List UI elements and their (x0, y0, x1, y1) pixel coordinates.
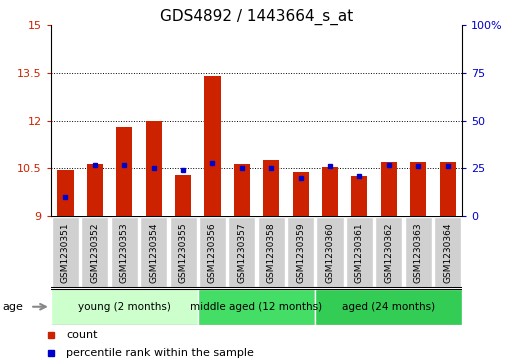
Text: age: age (3, 302, 23, 312)
Bar (204, 76, 220, 216)
Text: count: count (66, 330, 98, 340)
Text: GSM1230361: GSM1230361 (355, 222, 364, 283)
FancyBboxPatch shape (405, 217, 432, 287)
Text: GSM1230356: GSM1230356 (208, 222, 217, 283)
Text: GSM1230357: GSM1230357 (237, 222, 246, 283)
FancyBboxPatch shape (111, 217, 138, 287)
FancyBboxPatch shape (434, 217, 461, 287)
FancyBboxPatch shape (258, 217, 285, 287)
Bar (87, 164, 103, 216)
Text: aged (24 months): aged (24 months) (342, 302, 435, 312)
Text: GSM1230354: GSM1230354 (149, 222, 158, 282)
Text: GSM1230360: GSM1230360 (326, 222, 335, 283)
Bar (116, 127, 133, 216)
Bar (322, 167, 338, 216)
FancyBboxPatch shape (315, 289, 462, 325)
Text: GSM1230362: GSM1230362 (384, 222, 393, 282)
Text: percentile rank within the sample: percentile rank within the sample (66, 348, 254, 358)
Bar (410, 162, 426, 216)
FancyBboxPatch shape (81, 217, 108, 287)
FancyBboxPatch shape (199, 217, 226, 287)
FancyBboxPatch shape (346, 217, 373, 287)
Bar (175, 175, 191, 216)
Bar (146, 121, 162, 216)
FancyBboxPatch shape (228, 217, 256, 287)
Bar (439, 162, 456, 216)
Text: GSM1230359: GSM1230359 (296, 222, 305, 283)
FancyBboxPatch shape (170, 217, 197, 287)
FancyBboxPatch shape (52, 217, 79, 287)
FancyBboxPatch shape (287, 217, 314, 287)
Bar (234, 164, 250, 216)
Text: GSM1230351: GSM1230351 (61, 222, 70, 283)
Text: middle aged (12 months): middle aged (12 months) (190, 302, 323, 312)
Text: GSM1230355: GSM1230355 (178, 222, 187, 283)
Bar (293, 172, 309, 216)
Title: GDS4892 / 1443664_s_at: GDS4892 / 1443664_s_at (160, 9, 353, 25)
Bar (263, 160, 279, 216)
Bar (380, 162, 397, 216)
FancyBboxPatch shape (140, 217, 167, 287)
FancyBboxPatch shape (316, 217, 343, 287)
FancyBboxPatch shape (198, 289, 315, 325)
FancyBboxPatch shape (375, 217, 402, 287)
Text: GSM1230353: GSM1230353 (120, 222, 129, 283)
Bar (57, 170, 74, 216)
Text: GSM1230364: GSM1230364 (443, 222, 452, 282)
Bar (352, 176, 367, 216)
FancyBboxPatch shape (51, 289, 198, 325)
Text: GSM1230352: GSM1230352 (90, 222, 100, 282)
Text: GSM1230363: GSM1230363 (414, 222, 423, 283)
Text: young (2 months): young (2 months) (78, 302, 171, 312)
Text: GSM1230358: GSM1230358 (267, 222, 276, 283)
